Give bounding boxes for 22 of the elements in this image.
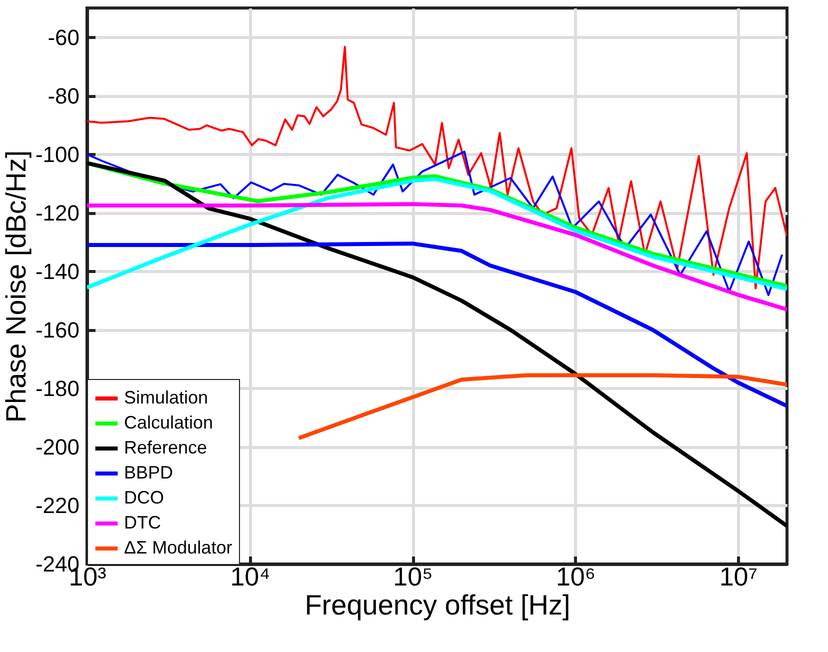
y-tick-label: -160 [35, 317, 80, 342]
y-tick-label: -60 [48, 24, 80, 50]
y-tick-label: -220 [35, 492, 80, 518]
y-tick-label: -180 [35, 376, 80, 401]
y-tick-label: -200 [35, 434, 80, 460]
legend-label: Reference [124, 438, 208, 458]
legend-label: Simulation [124, 388, 208, 408]
y-tick-label: -140 [35, 258, 80, 284]
legend-label: BBPD [124, 462, 174, 482]
legend-label: Calculation [124, 412, 214, 432]
x-tick-label: 10⁵ [393, 562, 433, 592]
x-tick-label: 10⁷ [719, 562, 758, 592]
y-axis-title: Phase Noise [dBc/Hz] [0, 150, 32, 423]
x-axis-title: Frequency offset [Hz] [304, 590, 570, 620]
y-tick-label: -120 [35, 200, 80, 226]
x-tick-label: 10⁴ [230, 562, 270, 592]
legend-label: DTC [124, 512, 161, 532]
legend-label: ΔΣ Modulator [124, 538, 232, 558]
x-tick-label: 10⁶ [556, 562, 596, 592]
y-tick-label: -80 [48, 83, 80, 108]
y-tick-label: -100 [35, 142, 80, 167]
legend-label: DCO [124, 488, 164, 508]
